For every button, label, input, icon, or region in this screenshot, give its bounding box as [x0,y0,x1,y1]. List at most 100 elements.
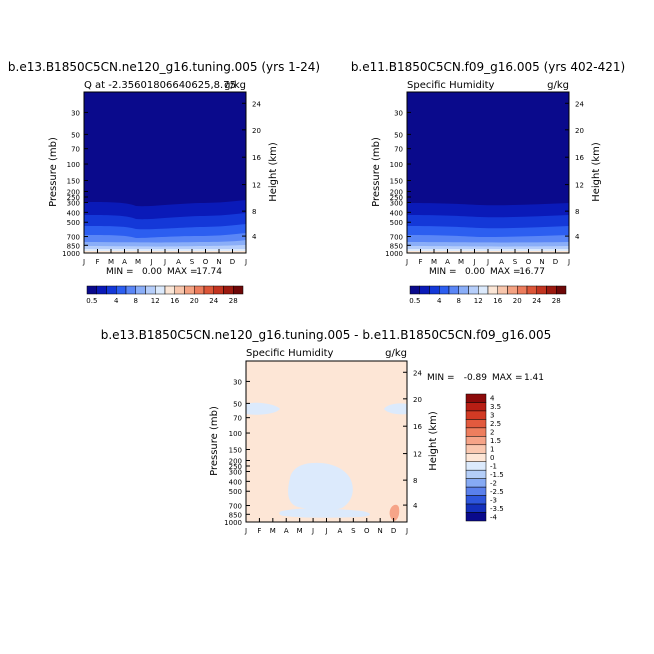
colorbar-label: 20 [190,297,199,305]
pressure-tick-label: 400 [67,209,80,217]
month-tick-label: J [244,527,247,535]
pressure-tick-label: 150 [229,447,242,455]
min-label: MIN = [429,267,457,277]
pressure-tick-label: 250 [67,194,80,202]
colorbar-label: 4 [437,297,442,305]
y-axis-label-right: Height (km) [428,411,439,471]
height-tick-label: 24 [575,100,584,108]
max-value: 17.74 [196,267,222,277]
colorbar-swatch [465,503,487,513]
colorbar-swatch [448,285,459,295]
height-tick-label: 4 [252,233,257,241]
month-tick-label: M [297,527,303,535]
height-tick-label: 8 [252,208,256,216]
month-tick-label: S [351,527,356,535]
colorbar-swatch [536,285,547,295]
colorbar-label: 20 [513,297,522,305]
colorbar-swatch [465,486,487,496]
pressure-tick-label: 250 [390,194,403,202]
pressure-tick-label: 200 [390,188,403,196]
plot-area [245,360,408,523]
month-tick-label: J [163,258,166,266]
month-tick-label: J [405,258,408,266]
colorbar-swatch [546,285,557,295]
month-tick-label: A [176,258,181,266]
colorbar-label: 24 [532,297,541,305]
panel-subtitle-right: g/kg [224,80,246,91]
month-tick-label: J [82,258,85,266]
month-tick-label: F [95,258,99,266]
month-tick-label: A [445,258,450,266]
panel-subtitle-left: Q at -2.35601806640625,8.75 [84,80,236,91]
pressure-tick-label: 70 [71,146,80,154]
height-tick-label: 12 [575,182,584,190]
colorbar-swatch [465,427,487,437]
colorbar-swatch [465,512,487,522]
panel-subtitle-left: Specific Humidity [407,80,495,91]
month-tick-label: M [431,258,437,266]
min-value: -0.89 [464,373,488,383]
pressure-tick-label: 300 [67,199,80,207]
colorbar-label: 16 [170,297,179,305]
max-value: 1.41 [524,373,544,383]
pressure-tick-label: 500 [390,219,403,227]
colorbar-swatch [478,285,489,295]
month-tick-label: O [364,527,370,535]
month-tick-label: F [418,258,422,266]
pressure-tick-label: 700 [390,234,403,242]
max-value: 16.77 [519,267,545,277]
height-tick-label: 24 [413,369,422,377]
colorbar-label: 24 [209,297,218,305]
colorbar-label: 8 [134,297,138,305]
colorbar-label: -1 [490,462,497,470]
colorbar-swatch [233,285,244,295]
colorbar-swatch [174,285,185,295]
pressure-tick-label: 100 [67,161,80,169]
max-label: MAX = [167,267,198,277]
colorbar-label: 0.5 [409,297,420,305]
panel-model-b: b.e11.B1850C5CN.f09_g16.005 (yrs 402-421… [351,60,625,305]
colorbar-swatch [465,444,487,454]
colorbar-label: 1.5 [490,437,501,445]
height-tick-label: 12 [252,182,261,190]
month-tick-label: A [499,258,504,266]
min-label: MIN = [427,373,455,383]
month-tick-label: M [108,258,114,266]
pressure-tick-label: 30 [71,109,80,117]
height-tick-label: 16 [575,154,584,162]
panel-subtitle-right: g/kg [547,80,569,91]
pressure-tick-label: 250 [229,463,242,471]
colorbar-swatch [439,285,450,295]
panel-model-a: b.e13.B1850C5CN.ne120_g16.tuning.005 (yr… [8,60,320,305]
height-tick-label: 24 [252,100,261,108]
colorbar-label: 12 [151,297,160,305]
panel-difference: b.e13.B1850C5CN.ne120_g16.tuning.005 - b… [101,328,552,535]
pressure-tick-label: 50 [71,131,80,139]
colorbar-label: 16 [493,297,502,305]
month-tick-label: F [257,527,261,535]
colorbar-swatch [135,285,146,295]
height-tick-label: 20 [413,396,422,404]
pressure-tick-label: 700 [229,503,242,511]
colorbar-swatch [145,285,156,295]
colorbar-swatch [517,285,528,295]
colorbar-swatch [194,285,205,295]
pressure-tick-label: 30 [233,378,242,386]
month-tick-label: A [122,258,127,266]
min-value: 0.00 [465,267,485,277]
month-tick-label: J [405,527,408,535]
colorbar-label: 3.5 [490,403,501,411]
colorbar-swatch [465,478,487,488]
colorbar-label: 3 [490,412,494,420]
pressure-tick-label: 1000 [62,250,80,258]
height-tick-label: 20 [252,127,261,135]
month-tick-label: J [324,527,327,535]
month-tick-label: M [270,527,276,535]
colorbar-swatch [465,436,487,446]
month-tick-label: J [149,258,152,266]
panel-subtitle-left: Specific Humidity [246,348,334,359]
colorbar-swatch [465,410,487,420]
colorbar-label: 1 [490,446,494,454]
colorbar-label: -3 [490,496,497,504]
